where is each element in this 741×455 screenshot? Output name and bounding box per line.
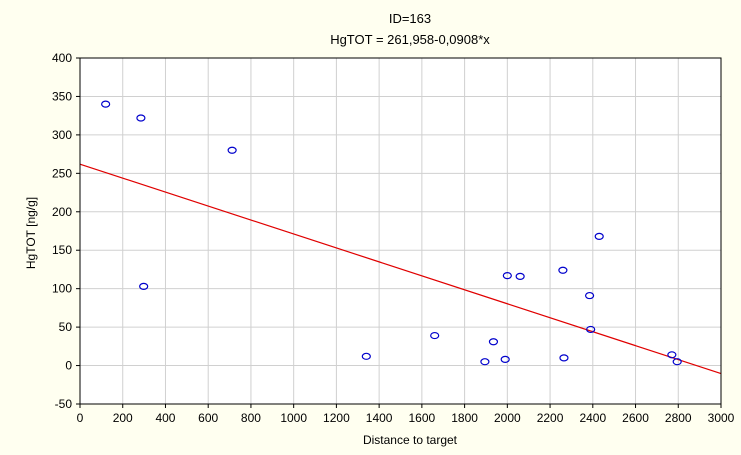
regression-line [79, 163, 722, 375]
plot-area [80, 58, 721, 404]
y-tick-label: 400 [52, 51, 72, 65]
y-tick-label: 300 [52, 128, 72, 142]
y-tick-label: -50 [55, 397, 73, 411]
data-point [361, 352, 371, 360]
x-tick-label: 1000 [280, 411, 307, 425]
x-tick-label: 2400 [579, 411, 606, 425]
x-tick-label: 1400 [366, 411, 393, 425]
data-point [488, 338, 499, 346]
data-point [558, 266, 568, 274]
data-point [586, 325, 596, 334]
data-point [480, 358, 490, 366]
data-point [136, 114, 146, 122]
chart-subtitle: HgTOT = 261,958-0,0908*x [330, 32, 490, 47]
data-point [227, 146, 237, 154]
x-tick-label: 1200 [323, 411, 350, 425]
x-tick-label: 2200 [537, 411, 564, 425]
y-axis-label: HgTOT [ng/g] [24, 197, 38, 269]
x-tick-label: 400 [155, 411, 175, 425]
data-point [594, 232, 604, 240]
x-axis-label: Distance to target [363, 433, 458, 447]
grid-lines [79, 57, 722, 405]
y-tick-label: 150 [52, 243, 72, 257]
data-point [430, 331, 440, 340]
y-tick-label: 0 [65, 359, 72, 373]
data-point [500, 355, 510, 364]
plot-frame [79, 57, 722, 405]
data-point [502, 271, 512, 280]
data-point [515, 272, 525, 280]
x-tick-label: 1600 [409, 411, 436, 425]
data-point [101, 100, 111, 108]
x-tick-label: 600 [198, 411, 218, 425]
data-point [672, 358, 682, 366]
axis-ticks: 0 200 400 600 800 1000 1200 1400 1600 1800 2000 220… [52, 51, 735, 425]
data-point [584, 291, 595, 300]
data-points [101, 100, 682, 366]
data-point [667, 351, 677, 359]
x-tick-label: 2800 [665, 411, 692, 425]
data-point [139, 282, 149, 290]
x-tick-label: 2000 [494, 411, 521, 425]
x-tick-label: 3000 [708, 411, 735, 425]
y-tick-label: 250 [52, 166, 72, 180]
x-tick-label: 2600 [622, 411, 649, 425]
x-tick-label: 0 [77, 411, 84, 425]
chart-title: ID=163 [389, 11, 431, 26]
x-tick-label: 800 [241, 411, 261, 425]
x-tick-label: 200 [113, 411, 133, 425]
y-tick-label: 350 [52, 89, 72, 103]
y-tick-label: 100 [52, 282, 72, 296]
x-tick-label: 1800 [451, 411, 478, 425]
y-tick-label: 50 [59, 320, 73, 334]
data-point [559, 354, 569, 362]
y-tick-label: 200 [52, 205, 72, 219]
